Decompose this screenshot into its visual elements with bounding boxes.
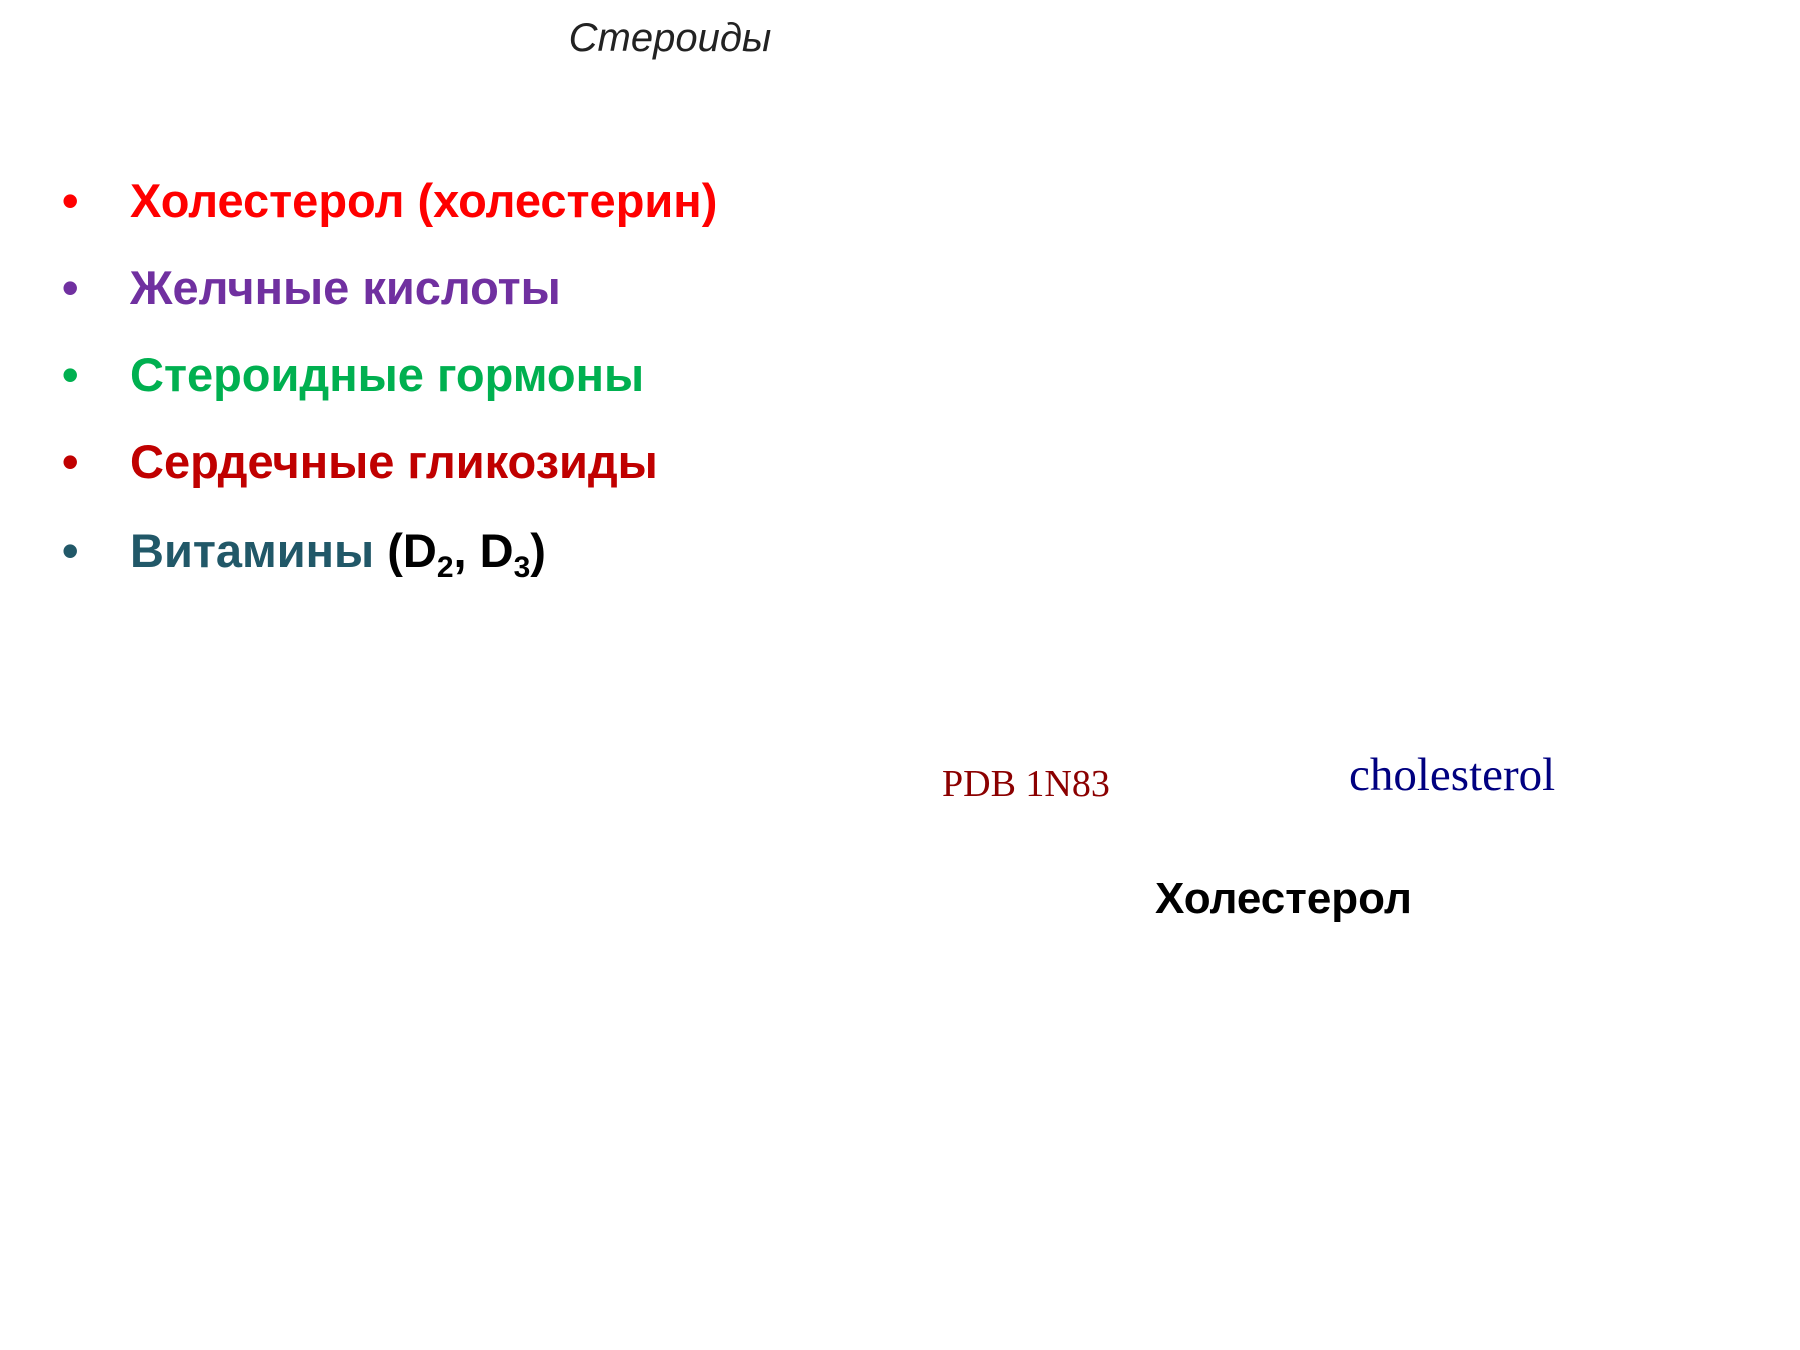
- subscript: 2: [436, 551, 454, 584]
- list-item: • Холестерол (холестерин): [62, 173, 717, 229]
- bullet: •: [62, 524, 79, 577]
- slide-title: Стероиды: [568, 16, 772, 60]
- formula-part: ): [530, 524, 546, 577]
- list-item: • Витамины (D2, D3): [62, 523, 546, 583]
- item-text: Желчные кислоты: [130, 261, 561, 314]
- molecule-label: cholesterol: [1349, 749, 1556, 801]
- bullet: •: [62, 174, 79, 227]
- formula-part: (D: [387, 524, 437, 577]
- list-item: • Стероидные гормоны: [62, 347, 644, 403]
- item-text: Витамины: [130, 524, 375, 577]
- list-item: • Сердечные гликозиды: [62, 434, 658, 490]
- pdb-label: PDB 1N83: [942, 763, 1110, 805]
- bullet: •: [62, 348, 79, 401]
- formula-part: , D: [453, 524, 514, 577]
- bullet: •: [62, 261, 79, 314]
- subscript: 3: [513, 551, 531, 584]
- item-text: Сердечные гликозиды: [130, 435, 658, 488]
- formula: (D2, D3): [387, 524, 546, 583]
- list-item: • Желчные кислоты: [62, 260, 561, 316]
- figure-caption: Холестерол: [1155, 874, 1412, 923]
- item-text: Стероидные гормоны: [130, 348, 645, 401]
- bullet: •: [62, 435, 79, 488]
- item-text: Холестерол (холестерин): [130, 174, 718, 227]
